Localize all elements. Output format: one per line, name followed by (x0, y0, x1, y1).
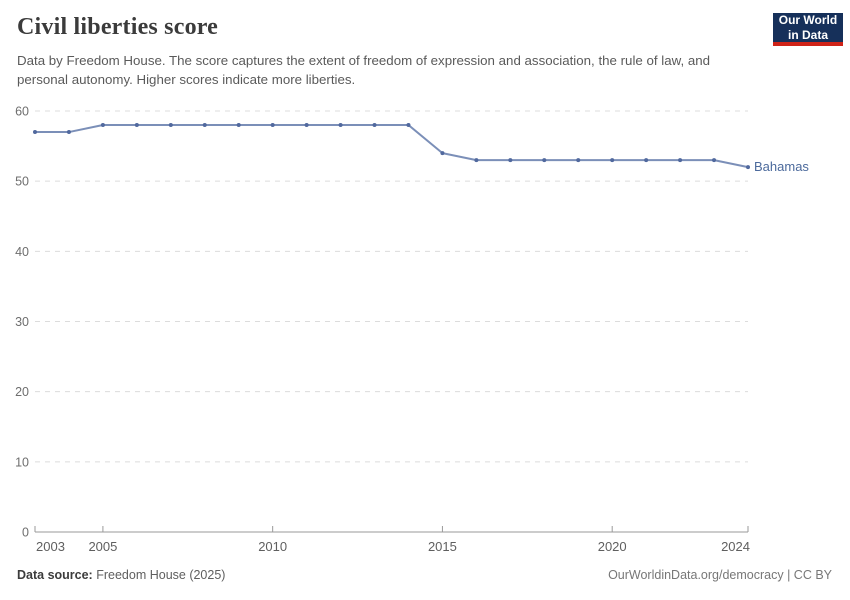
data-point[interactable] (134, 123, 139, 128)
data-point[interactable] (508, 158, 513, 163)
data-point[interactable] (474, 158, 479, 163)
data-point[interactable] (168, 123, 173, 128)
chart-title: Civil liberties score (17, 14, 219, 40)
data-point[interactable] (406, 123, 411, 128)
chart-footer: Data source: Freedom House (2025) OurWor… (17, 568, 832, 582)
data-line[interactable] (35, 124, 749, 169)
data-source-value: Freedom House (2025) (96, 568, 226, 582)
data-point[interactable] (440, 151, 445, 156)
data-point[interactable] (270, 123, 275, 128)
owid-logo-line1: Our World (778, 12, 838, 27)
data-point[interactable] (66, 130, 71, 135)
data-point[interactable] (236, 123, 241, 128)
data-point[interactable] (542, 158, 547, 163)
y-axis-tick-label: 40 (15, 245, 29, 259)
x-axis-tick-label: 2005 (88, 539, 117, 554)
data-source-label: Data source: (17, 568, 93, 582)
x-axis-tick-label: 2010 (258, 539, 287, 554)
data-source: Data source: Freedom House (2025) (17, 568, 225, 582)
y-axis-tick-label: 50 (15, 175, 29, 189)
data-point[interactable] (100, 123, 105, 128)
data-point[interactable] (338, 123, 343, 128)
data-point[interactable] (576, 158, 581, 163)
chart-subtitle: Data by Freedom House. The score capture… (17, 53, 711, 87)
data-point[interactable] (610, 158, 615, 163)
y-axis-tick-label: 10 (15, 455, 29, 469)
license-link[interactable]: OurWorldinData.org/democracy | CC BY (608, 568, 832, 582)
entity-label[interactable]: Bahamas (754, 159, 809, 174)
y-axis-tick-label: 20 (15, 385, 29, 399)
data-point[interactable] (644, 158, 649, 163)
y-axis-tick-label: 30 (15, 315, 29, 329)
data-point[interactable] (33, 130, 37, 135)
y-axis-tick-label: 60 (15, 105, 29, 119)
data-point[interactable] (304, 123, 309, 128)
data-point[interactable] (712, 158, 717, 163)
x-axis-tick-label: 2003 (36, 539, 65, 554)
x-axis-tick-label: 2020 (598, 539, 627, 554)
y-axis-tick-label: 0 (22, 526, 29, 540)
x-axis-tick-label: 2024 (721, 539, 750, 554)
data-point[interactable] (746, 165, 750, 170)
data-point[interactable] (678, 158, 683, 163)
x-axis-tick-label: 2015 (428, 539, 457, 554)
owid-logo-line2: in Data (787, 27, 828, 42)
data-point[interactable] (372, 123, 377, 128)
owid-logo[interactable]: Our World in Data (773, 13, 843, 46)
data-point[interactable] (202, 123, 207, 128)
